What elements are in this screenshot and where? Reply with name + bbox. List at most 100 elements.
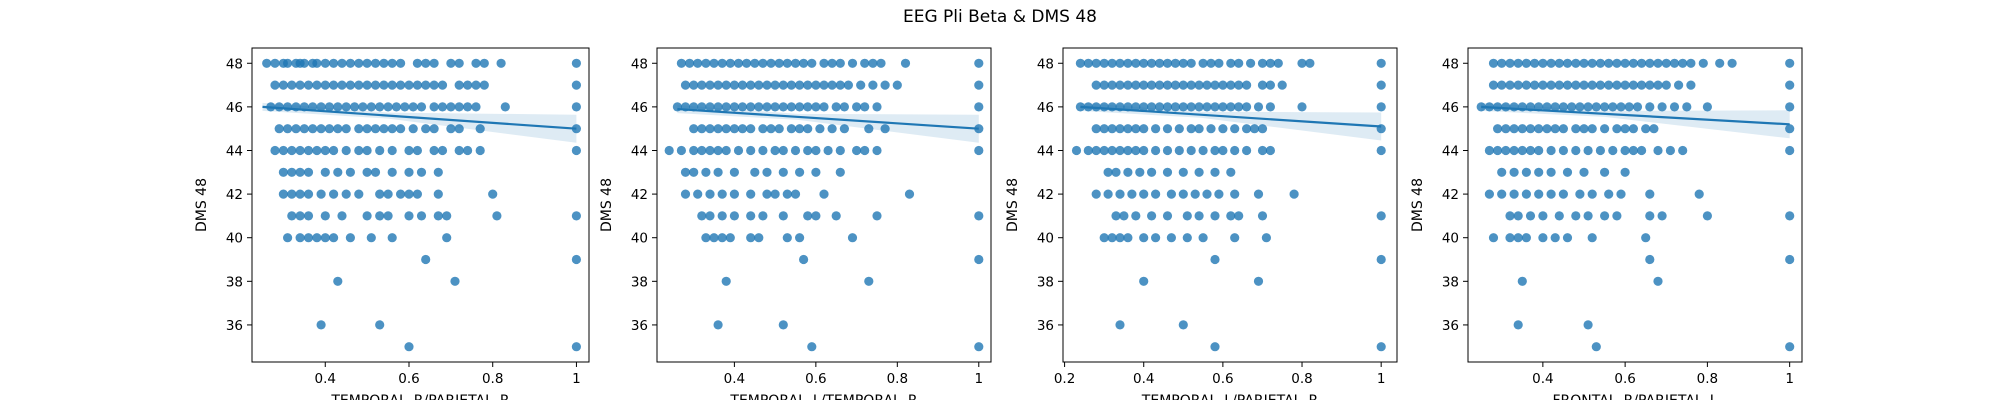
data-point [815, 124, 825, 134]
data-point [337, 58, 347, 68]
data-point [421, 254, 431, 265]
data-point [287, 189, 297, 199]
data-point [1194, 211, 1204, 221]
data-point [312, 80, 322, 90]
data-point [1206, 124, 1216, 134]
data-point [1147, 211, 1157, 221]
y-tick-label: 40 [226, 231, 243, 247]
data-point [1530, 58, 1540, 68]
data-point [1686, 80, 1696, 90]
data-point [354, 58, 364, 68]
data-point [766, 124, 776, 134]
data-point [676, 145, 687, 156]
data-point [1645, 58, 1655, 68]
regression-line [262, 105, 577, 130]
data-point [713, 167, 723, 177]
data-point [387, 145, 397, 156]
data-point [1513, 211, 1523, 221]
data-point [1702, 211, 1712, 221]
data-point [1115, 58, 1125, 68]
data-point [1234, 80, 1244, 90]
data-point [974, 124, 984, 134]
data-point [1600, 167, 1610, 177]
data-point [299, 58, 309, 68]
data-point [680, 167, 691, 177]
subplot-1: 0.4 0.6 0.8 1 36 38 40 42 44 46 48 TEMPORAL_R/PARIE… [194, 47, 590, 400]
data-point [713, 320, 723, 330]
data-point [774, 124, 784, 134]
data-point [571, 254, 582, 265]
data-point [680, 80, 691, 90]
x-tick-label: 0.8 [482, 371, 503, 387]
y-tick-label: 42 [1037, 187, 1054, 203]
data-point [571, 102, 582, 112]
data-point [320, 167, 330, 177]
data-point [274, 124, 284, 134]
data-point [358, 102, 368, 112]
data-point [320, 211, 330, 221]
data-point [1546, 80, 1556, 90]
data-point [795, 102, 805, 112]
data-point [1257, 124, 1268, 134]
data-point [729, 102, 740, 112]
data-point [1645, 189, 1655, 199]
data-point [571, 145, 582, 156]
data-point [446, 102, 456, 112]
data-point [370, 80, 381, 90]
y-tick-label: 42 [1442, 187, 1459, 203]
data-point [1505, 80, 1515, 90]
data-point [754, 102, 764, 112]
data-point [1583, 102, 1593, 112]
data-point [729, 167, 740, 177]
data-point [396, 58, 406, 68]
data-point [786, 102, 797, 112]
data-point [1376, 145, 1386, 156]
data-point [303, 145, 314, 156]
data-point [1669, 58, 1680, 68]
data-point [721, 145, 731, 156]
data-point [362, 211, 372, 221]
data-point [1501, 145, 1511, 156]
data-point [278, 167, 288, 177]
data-point [713, 145, 723, 156]
data-point [1493, 124, 1503, 134]
data-point [689, 167, 699, 177]
data-point [1587, 80, 1597, 90]
data-point [1497, 58, 1507, 68]
data-point [1257, 58, 1268, 68]
data-point [766, 58, 776, 68]
data-point [1628, 58, 1638, 68]
data-point [758, 211, 768, 221]
data-point [827, 58, 837, 68]
data-point [1641, 233, 1651, 243]
data-point [1139, 189, 1149, 199]
y-tick-label: 38 [1037, 274, 1054, 290]
y-tick-label: 44 [631, 143, 648, 159]
data-point [1550, 102, 1560, 112]
data-point [1257, 211, 1268, 221]
y-tick-label: 40 [1442, 231, 1459, 247]
data-point [1174, 145, 1184, 156]
x-axis-label: TEMPORAL_L/PARIETAL_R [1141, 393, 1319, 400]
data-point [1579, 167, 1589, 177]
data-point [1234, 102, 1244, 112]
data-point [278, 145, 288, 156]
data-point [1785, 254, 1795, 265]
scatter-points [664, 58, 984, 352]
data-point [737, 102, 748, 112]
data-point [852, 102, 862, 112]
data-point [1702, 102, 1712, 112]
regression-line [1080, 105, 1382, 128]
data-point [383, 102, 393, 112]
data-point [404, 211, 414, 221]
data-point [721, 124, 731, 134]
data-point [320, 233, 330, 243]
data-point [1509, 124, 1519, 134]
data-point [1170, 102, 1180, 112]
x-tick-label: 0.4 [315, 371, 336, 387]
y-tick-label: 36 [1037, 318, 1054, 334]
data-point [308, 124, 318, 134]
data-point [1376, 80, 1386, 90]
data-point [1785, 124, 1795, 134]
